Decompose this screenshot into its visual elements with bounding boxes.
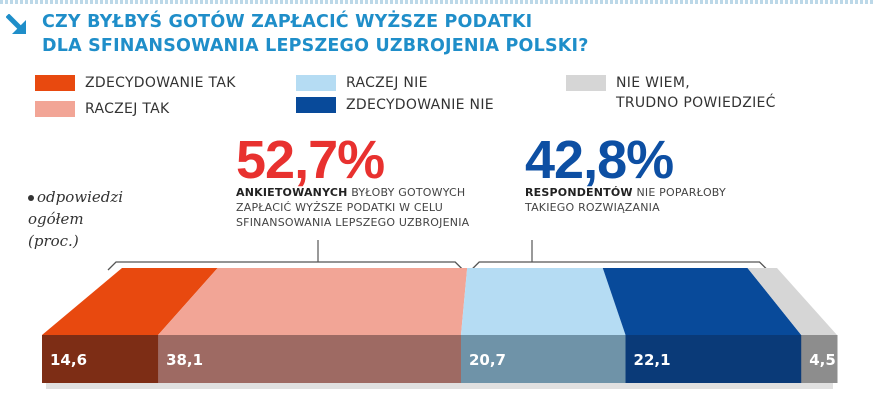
bar-front-zdecydowanie-tak — [42, 335, 159, 383]
side-note-line3: (proc.) — [28, 232, 79, 250]
legend-swatch — [566, 75, 606, 91]
no-percentage: 42,8% — [525, 130, 674, 190]
legend-label: NIE WIEM, TRUDNO POWIEDZIEĆ — [616, 73, 776, 113]
bar-value-label: 4,5 — [809, 351, 836, 369]
legend-label: RACZEJ TAK — [85, 101, 170, 117]
bar-value-label: 22,1 — [634, 351, 671, 369]
no-text-line2: TAKIEGO ROZWIĄZANIA — [525, 201, 660, 214]
bar-value-label: 38,1 — [166, 351, 203, 369]
side-note-line2: ogółem — [28, 210, 84, 228]
bar-front-nie-wiem-trudno-powiedzie — [801, 335, 838, 383]
arrow-down-right-icon — [6, 14, 26, 34]
legend-swatch — [296, 75, 336, 91]
chart-title-line2: DLA SFINANSOWANIA LEPSZEGO UZBROJENIA PO… — [42, 36, 589, 56]
legend-swatch — [35, 75, 75, 91]
chart-title-line1: CZY BYŁBYŚ GOTÓW ZAPŁACIĆ WYŻSZE PODATKI — [42, 12, 533, 32]
top-stripe — [0, 0, 873, 4]
bar-top-nie-wiem-trudno-powiedzie — [747, 268, 837, 335]
legend-label-line2: TRUDNO POWIEDZIEĆ — [616, 95, 776, 111]
legend-label: ZDECYDOWANIE NIE — [346, 97, 494, 113]
legend-item-raczej-tak: RACZEJ TAK — [35, 98, 275, 120]
no-text-line1: NIE POPARŁOBY — [632, 186, 726, 199]
legend-item-zdecydowanie-nie: ZDECYDOWANIE NIE — [296, 94, 536, 116]
bar-top-raczej-nie — [460, 268, 626, 335]
legend-item-raczej-nie: RACZEJ NIE — [296, 72, 536, 94]
bar-shadow — [46, 383, 833, 389]
bar-value-label: 20,7 — [469, 351, 506, 369]
bar-value-labels: 14,6 38,1 20,7 22,1 4,5 — [50, 351, 836, 369]
leader-lines — [317, 240, 533, 262]
yes-text-line1: BYŁOBY GOTOWYCH — [347, 186, 466, 199]
yes-percentage: 52,7% — [236, 130, 385, 190]
stacked-bar-chart: 14,6 38,1 20,7 22,1 4,5 — [42, 240, 838, 389]
bar-top-raczej-tak — [158, 268, 468, 335]
bracket-yes — [107, 261, 464, 271]
side-note-line1: odpowiedzi — [28, 186, 123, 208]
yes-description-line1: ANKIETOWANYCH BYŁOBY GOTOWYCH — [236, 185, 469, 200]
legend-item-zdecydowanie-tak: ZDECYDOWANIE TAK — [35, 72, 275, 94]
no-bold-word: RESPONDENTÓW — [525, 186, 633, 199]
legend-label: ZDECYDOWANIE TAK — [85, 75, 236, 91]
bullet-dot — [28, 195, 34, 201]
bar-front-raczej-tak — [158, 335, 462, 383]
yes-text-line3: SFINANSOWANIA LEPSZEGO UZBROJENIA — [236, 216, 470, 229]
legend-swatch — [296, 97, 336, 113]
side-note-text1: odpowiedzi — [37, 188, 124, 206]
no-description-line1: RESPONDENTÓW NIE POPARŁOBY — [525, 185, 726, 200]
bar-segments — [42, 268, 838, 389]
legend-label: RACZEJ NIE — [346, 75, 428, 91]
yes-bold-word: ANKIETOWANYCH — [236, 186, 348, 199]
bar-front-zdecydowanie-nie — [625, 335, 802, 383]
group-brackets — [107, 261, 768, 271]
yes-text-line2: ZAPŁACIĆ WYŻSZE PODATKI W CELU — [236, 201, 443, 214]
yes-description: ANKIETOWANYCH BYŁOBY GOTOWYCH ZAPŁACIĆ W… — [236, 185, 469, 230]
no-description: RESPONDENTÓW NIE POPARŁOBY TAKIEGO ROZWI… — [525, 185, 726, 215]
legend-swatch — [35, 101, 75, 117]
bar-top-zdecydowanie-nie — [602, 268, 802, 335]
side-note: odpowiedzi ogółem (proc.) — [28, 186, 123, 252]
chart-title: CZY BYŁBYŚ GOTÓW ZAPŁACIĆ WYŻSZE PODATKI… — [42, 10, 589, 58]
bracket-no — [470, 261, 768, 271]
legend-item-nie-wiem: NIE WIEM, TRUDNO POWIEDZIEĆ — [566, 72, 856, 114]
bar-value-label: 14,6 — [50, 351, 87, 369]
bar-front-raczej-nie — [460, 335, 627, 383]
bar-top-zdecydowanie-tak — [42, 268, 218, 335]
legend-label-line1: NIE WIEM, — [616, 75, 690, 91]
